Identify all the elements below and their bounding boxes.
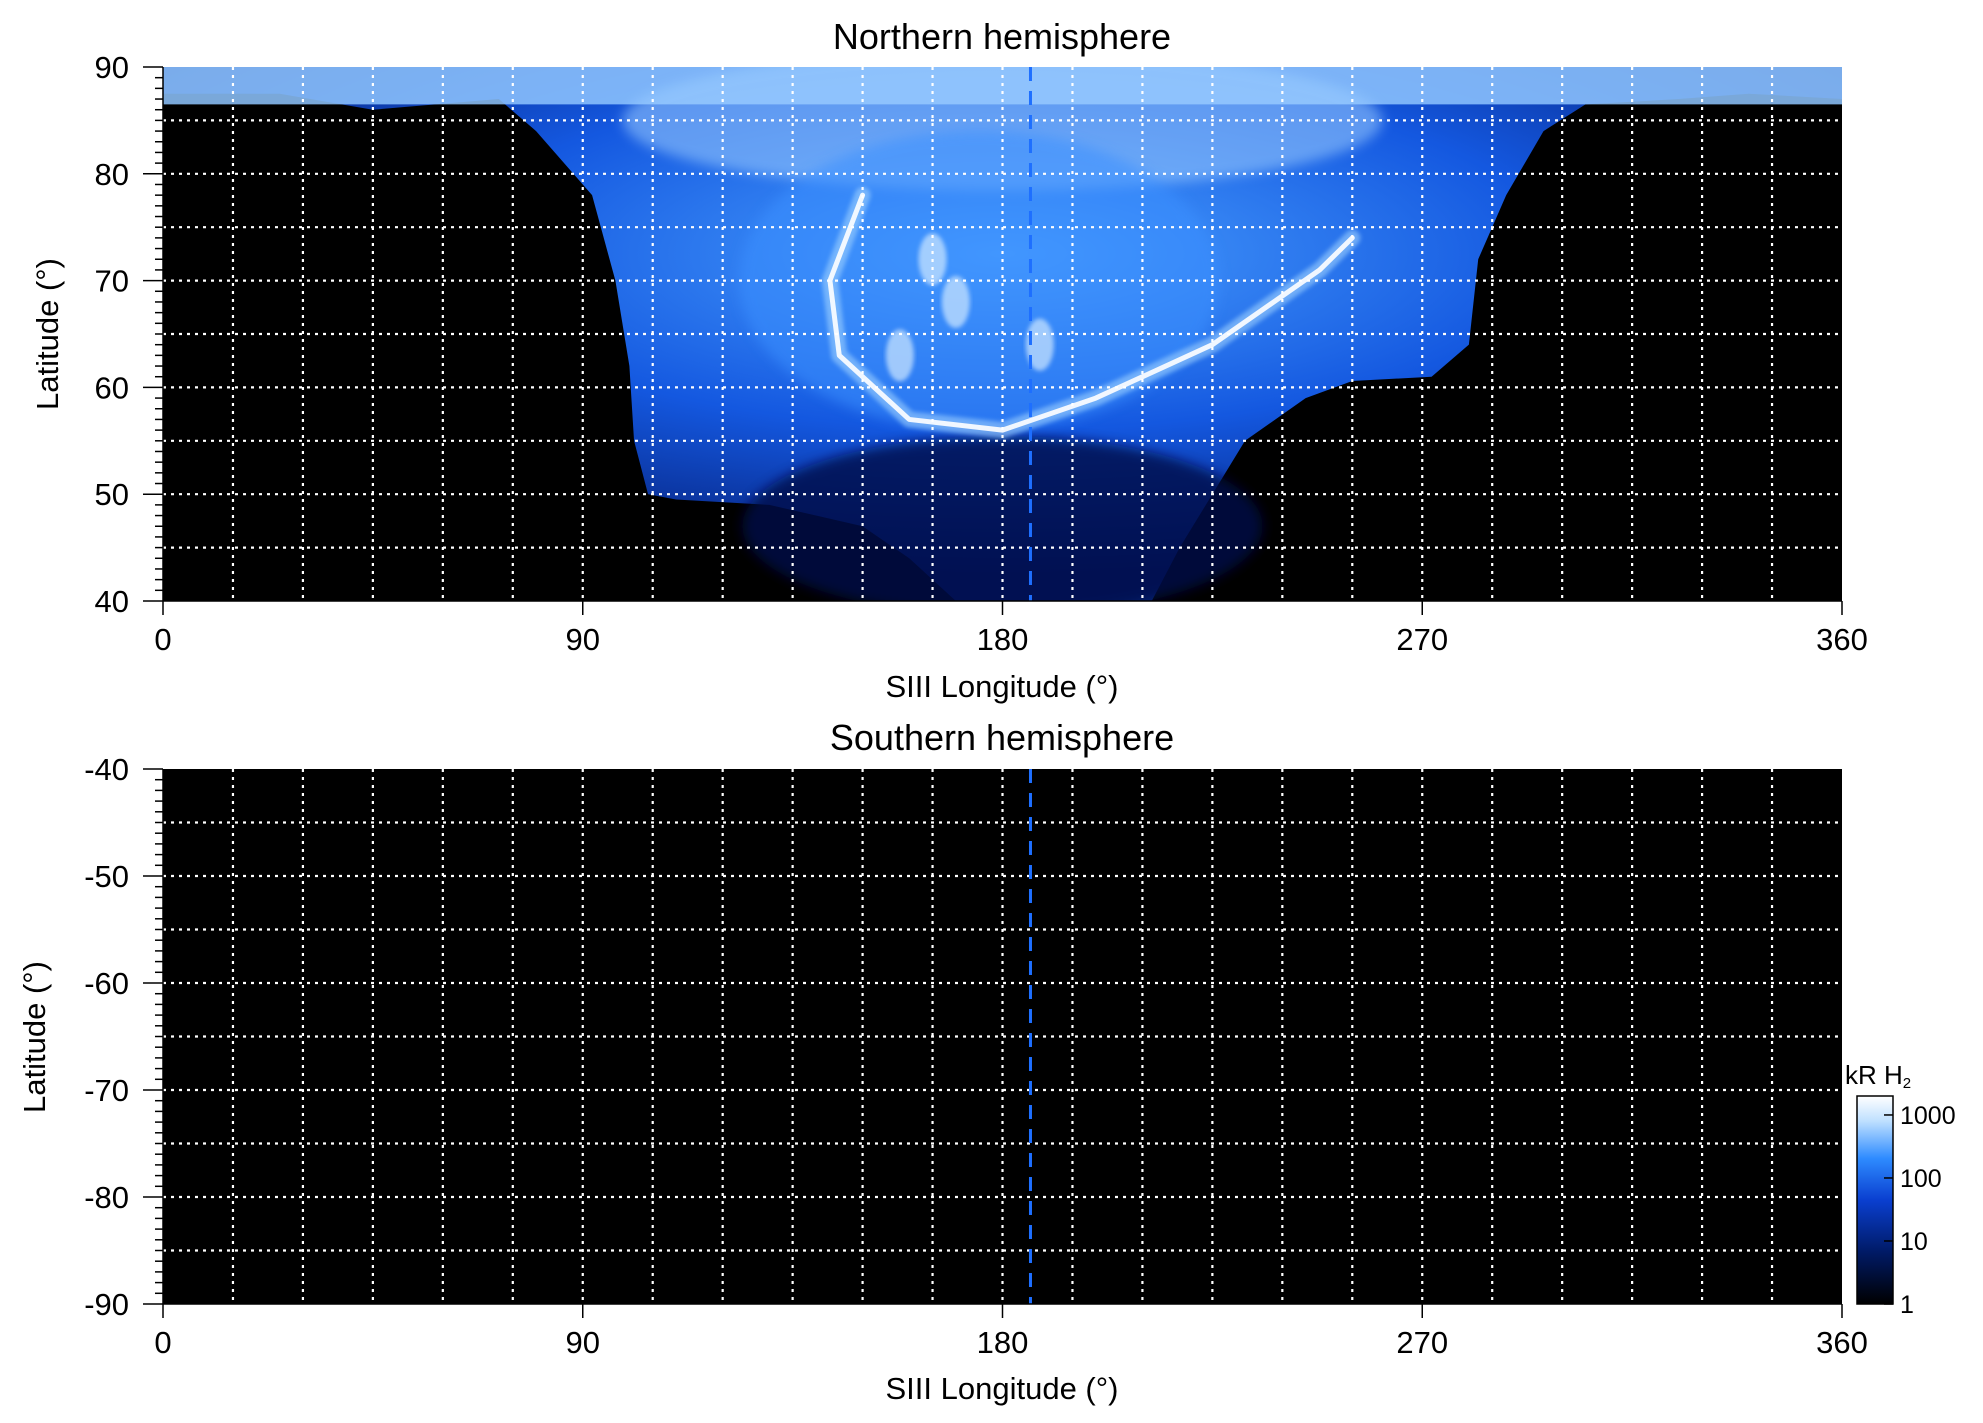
south-y-tick-label: -70	[84, 1073, 129, 1108]
colorbar-tick-label: 100	[1900, 1165, 1942, 1193]
north-y-tick-label: 50	[95, 477, 129, 512]
north-x-tick-label: 0	[154, 622, 171, 657]
north-x-axis-label: SIII Longitude (°)	[886, 669, 1119, 704]
south-x-tick-label: 0	[154, 1325, 171, 1360]
colorbar-label-main: kR H	[1845, 1060, 1903, 1090]
south-y-tick-label: -40	[84, 752, 129, 787]
north-y-tick-label: 60	[95, 370, 129, 405]
south-y-tick-label: -60	[84, 966, 129, 1001]
south-x-axis: 0 90 180 270 360	[154, 1303, 1868, 1360]
south-title: Southern hemisphere	[830, 717, 1174, 758]
north-x-tick-label: 360	[1816, 622, 1868, 657]
south-y-tick-label: -80	[84, 1180, 129, 1215]
north-title: Northern hemisphere	[833, 16, 1171, 57]
north-y-tick-label: 90	[95, 50, 129, 85]
colorbar-label-subscript: 2	[1903, 1075, 1911, 1092]
colorbar-bar	[1856, 1095, 1894, 1305]
north-main-oval	[827, 192, 1355, 433]
south-panel: Southern hemisphere -40 -50 -60 -70 -80 -90 0…	[17, 717, 1868, 1406]
colorbar-tick-label: 1	[1900, 1291, 1914, 1319]
south-x-tick-label: 180	[977, 1325, 1029, 1360]
north-x-tick-label: 180	[977, 622, 1029, 657]
south-y-axis-label: Latitude (°)	[17, 961, 52, 1113]
north-y-axis-label: Latitude (°)	[30, 258, 65, 410]
north-y-axis: 40 50 60 70 80 90	[95, 50, 164, 619]
north-auroral-spot	[941, 275, 970, 328]
south-x-tick-label: 270	[1396, 1325, 1448, 1360]
north-panel: Northern hemisphere 40 50 60 70 80 90 0 90 180 2…	[30, 16, 1868, 704]
north-auroral-spot	[885, 329, 914, 382]
colorbar-ticks: 1000 100 10 1	[1884, 1102, 1956, 1319]
south-x-tick-label: 90	[566, 1325, 600, 1360]
north-x-tick-label: 270	[1396, 622, 1448, 657]
south-y-axis: -40 -50 -60 -70 -80 -90	[84, 752, 164, 1322]
south-gridlines	[163, 769, 1842, 1304]
north-gridlines	[163, 67, 1842, 601]
south-x-tick-label: 360	[1816, 1325, 1868, 1360]
north-polar-glow	[622, 67, 1383, 191]
colorbar-label: kR H2	[1845, 1060, 1911, 1092]
north-x-tick-label: 90	[566, 622, 600, 657]
north-y-tick-label: 80	[95, 157, 129, 192]
north-y-tick-label: 70	[95, 264, 129, 299]
colorbar: kR H2 1000 100 10 1	[1845, 1060, 1956, 1319]
north-y-tick-label: 40	[95, 584, 129, 619]
north-x-axis: 0 90 180 270 360	[154, 600, 1868, 657]
north-auroral-spot	[1025, 318, 1054, 371]
north-low-latitude-shading	[742, 436, 1263, 601]
colorbar-tick-label: 10	[1900, 1228, 1928, 1256]
colorbar-tick-label: 1000	[1900, 1102, 1956, 1130]
south-x-axis-label: SIII Longitude (°)	[886, 1371, 1119, 1406]
south-y-tick-label: -90	[84, 1287, 129, 1322]
south-y-tick-label: -50	[84, 859, 129, 894]
